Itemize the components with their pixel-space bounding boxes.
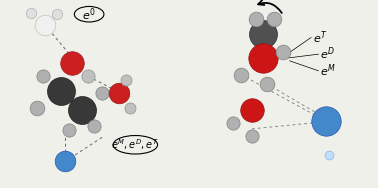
Point	[280, 51, 286, 54]
Point	[123, 79, 129, 82]
Point	[260, 56, 266, 59]
Point	[40, 75, 46, 78]
Point	[34, 106, 40, 109]
Point	[116, 92, 122, 95]
Point	[99, 92, 105, 95]
Point	[271, 17, 277, 20]
Point	[62, 160, 68, 163]
Point	[238, 73, 244, 76]
Point	[253, 17, 259, 20]
Point	[323, 119, 329, 122]
Text: $e^{M}, e^{D}, e^{T}$: $e^{M}, e^{D}, e^{T}$	[112, 137, 159, 152]
Point	[66, 128, 72, 131]
Point	[42, 23, 48, 26]
Point	[249, 134, 255, 137]
Point	[79, 108, 85, 111]
Point	[70, 62, 76, 65]
Point	[249, 108, 255, 111]
Point	[28, 11, 34, 14]
Point	[91, 125, 97, 128]
Point	[326, 153, 332, 156]
Point	[260, 32, 266, 35]
Point	[54, 13, 60, 16]
Text: $e^{T}$: $e^{T}$	[313, 29, 327, 46]
Text: $e^{D}$: $e^{D}$	[320, 46, 335, 62]
Point	[58, 90, 64, 93]
Point	[230, 121, 236, 124]
Point	[263, 82, 270, 85]
Text: $e^{M}$: $e^{M}$	[320, 62, 336, 79]
Point	[127, 106, 133, 109]
Point	[85, 75, 91, 78]
Text: $e^{0}$: $e^{0}$	[82, 6, 96, 23]
